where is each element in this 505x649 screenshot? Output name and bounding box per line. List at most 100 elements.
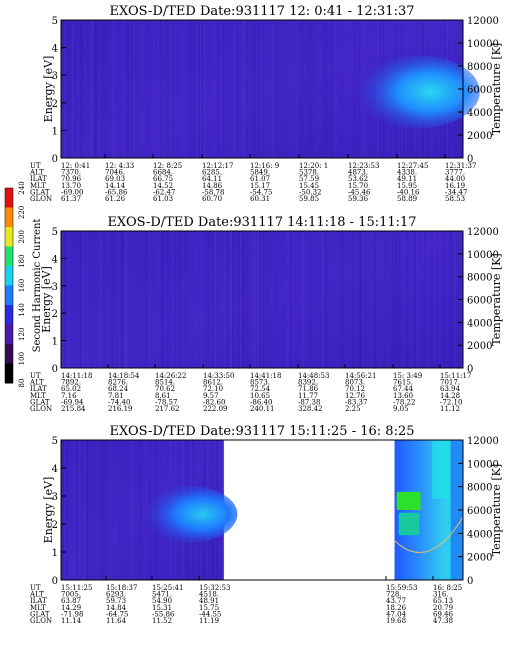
table-cell: 6293. xyxy=(106,591,126,599)
colorbar-swatch xyxy=(5,344,13,364)
table-cell: 70.12 xyxy=(345,385,365,393)
table-cell: 4873. xyxy=(348,169,368,177)
table-cell: 14:41:18 xyxy=(250,372,281,380)
row-label: ALT xyxy=(29,379,44,387)
table-cell: 65.02 xyxy=(61,385,81,393)
table-cell: 14:33:50 xyxy=(203,372,234,380)
y2-tick-label: 2000 xyxy=(467,341,492,352)
table-cell: 217.62 xyxy=(155,405,180,413)
table-cell: 58.53 xyxy=(445,195,465,203)
table-cell: 14.84 xyxy=(106,604,127,612)
table-cell: -58.78 xyxy=(202,188,224,196)
panel-title: EXOS-D/TED Date:931117 15:11:25 - 16: 8:… xyxy=(110,424,415,439)
table-cell: -40.16 xyxy=(397,188,420,196)
colorbar-swatch xyxy=(5,227,13,247)
table-cell: 5849. xyxy=(250,169,270,177)
row-label: GLON xyxy=(30,405,52,413)
row-label: GLAT xyxy=(30,188,50,196)
y2-tick-label: 10000 xyxy=(467,459,499,470)
y-axis-label: Energy [eV] xyxy=(42,56,55,123)
table-cell: -45.46 xyxy=(348,188,371,196)
table-cell: 215.84 xyxy=(61,405,86,413)
table-cell: 7046. xyxy=(105,169,125,177)
y2-tick-label: 0 xyxy=(467,154,473,165)
colorbar-swatch xyxy=(5,188,13,208)
table-cell: 57.59 xyxy=(299,175,319,183)
table-cell: -87.38 xyxy=(298,398,320,406)
y-tick-label: 2 xyxy=(52,309,58,320)
table-cell: 69.03 xyxy=(105,175,125,183)
orbit-table: UTALTILATMLTGLATGLON14:11:187892.65.027.… xyxy=(29,372,471,413)
colorbar-tick-label: 100 xyxy=(18,352,26,365)
panel-1: EXOS-D/TED Date:931117 12: 0:41 - 12:31:… xyxy=(29,4,503,203)
colorbar-tick-label: 240 xyxy=(18,181,26,194)
table-cell: 11.64 xyxy=(106,617,127,625)
table-cell: 6285. xyxy=(202,169,222,177)
y2-tick-label: 12000 xyxy=(467,16,499,27)
colorbar-tick-label: 160 xyxy=(18,279,26,292)
table-cell: 316. xyxy=(433,591,449,599)
y-tick-label: 1 xyxy=(52,126,58,137)
table-cell: 14.29 xyxy=(61,604,81,612)
table-cell: 4518. xyxy=(199,591,219,599)
table-cell: -83.37 xyxy=(345,398,367,406)
table-cell: -71.98 xyxy=(61,610,83,618)
table-cell: 54.90 xyxy=(152,597,172,605)
table-cell: 7017. xyxy=(440,379,460,387)
table-cell: 15.31 xyxy=(152,604,172,612)
table-cell: 4338. xyxy=(397,169,417,177)
table-cell: 12:20: 1 xyxy=(299,162,328,170)
colorbar: 80 100 120 140 160 180 200 220 240 Second Harmoni… xyxy=(4,181,43,387)
table-cell: 66.75 xyxy=(153,175,173,183)
table-cell: 14.28 xyxy=(440,392,460,400)
table-cell: 15:32:53 xyxy=(199,584,230,592)
table-cell: 13.70 xyxy=(61,182,81,190)
y-tick-label: 4 xyxy=(52,254,58,265)
table-cell: 15.70 xyxy=(348,182,368,190)
table-cell: 8.61 xyxy=(155,392,171,400)
table-cell: 12:16: 9 xyxy=(250,162,279,170)
row-label: UT xyxy=(30,584,41,592)
colorbar-label: Second Harmonic Current xyxy=(32,219,43,353)
table-cell: 6684. xyxy=(153,169,173,177)
row-label: MLT xyxy=(30,604,46,612)
table-cell: 47.04 xyxy=(386,610,407,618)
table-cell: 14:56:21 xyxy=(345,372,376,380)
table-cell: -64.75 xyxy=(106,610,128,618)
row-label: ALT xyxy=(29,591,44,599)
y-tick-label: 0 xyxy=(52,364,58,375)
table-cell: 222.09 xyxy=(203,405,228,413)
table-cell: 7370. xyxy=(61,169,81,177)
colorbar-tick-label: 200 xyxy=(18,230,26,243)
table-cell: 14:26:22 xyxy=(155,372,186,380)
feature-region xyxy=(398,512,420,536)
colorbar-tick-label: 140 xyxy=(18,303,26,316)
table-cell: 59.73 xyxy=(106,597,126,605)
table-cell: -50.32 xyxy=(299,188,321,196)
table-cell: 60.31 xyxy=(250,195,270,203)
table-cell: 61.37 xyxy=(61,195,81,203)
table-cell: 61.03 xyxy=(153,195,173,203)
table-cell: 12: 8:25 xyxy=(153,162,182,170)
table-cell: 12:23:53 xyxy=(348,162,379,170)
panel-3: EXOS-D/TED Date:931117 15:11:25 - 16: 8:… xyxy=(29,424,503,625)
table-cell: 12:27:45 xyxy=(397,162,428,170)
table-cell: 15:25:41 xyxy=(152,584,183,592)
row-label: UT xyxy=(30,162,41,170)
y2-axis-label: Temperature [K] xyxy=(490,43,503,135)
y-tick-label: 3 xyxy=(52,71,58,82)
table-cell: 20.79 xyxy=(433,604,453,612)
y-tick-label: 5 xyxy=(52,436,58,447)
table-cell: 60.70 xyxy=(202,195,222,203)
table-cell: 71.86 xyxy=(298,385,319,393)
feature-region xyxy=(396,491,421,510)
table-cell: 11.19 xyxy=(199,617,219,625)
row-label: GLAT xyxy=(30,610,50,618)
panel-title: EXOS-D/TED Date:931117 14:11:18 - 15:11:… xyxy=(107,215,416,230)
table-cell: -82.60 xyxy=(203,398,225,406)
feature-region xyxy=(394,516,464,553)
table-cell: 15:18:37 xyxy=(106,584,137,592)
table-cell: 5378. xyxy=(299,169,319,177)
table-cell: -69.94 xyxy=(61,398,84,406)
